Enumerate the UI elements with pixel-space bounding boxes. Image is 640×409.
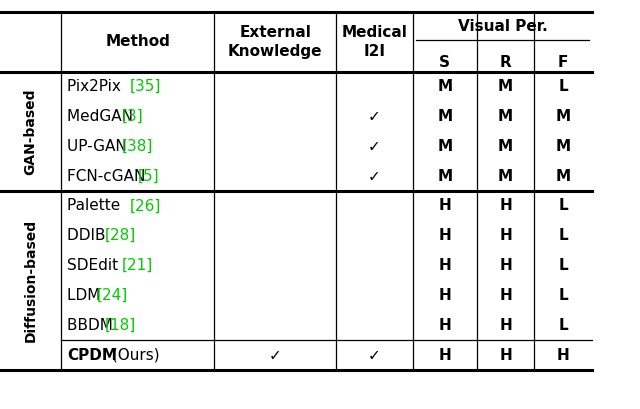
- Text: [18]: [18]: [104, 318, 136, 333]
- Text: Diffusion-based: Diffusion-based: [24, 219, 37, 342]
- Text: M: M: [498, 79, 513, 94]
- Text: [24]: [24]: [96, 288, 127, 303]
- Text: (Ours): (Ours): [107, 348, 160, 363]
- Text: M: M: [556, 169, 571, 184]
- Text: L: L: [558, 228, 568, 243]
- Text: L: L: [558, 318, 568, 333]
- Text: [5]: [5]: [138, 169, 159, 184]
- Text: [26]: [26]: [129, 198, 161, 213]
- Text: LDM: LDM: [67, 288, 106, 303]
- Text: Palette: Palette: [67, 198, 125, 213]
- Text: ✓: ✓: [368, 348, 381, 363]
- Text: CPDM: CPDM: [67, 348, 117, 363]
- Text: [38]: [38]: [122, 139, 153, 154]
- Text: L: L: [558, 258, 568, 273]
- Text: DDIB: DDIB: [67, 228, 111, 243]
- Text: H: H: [438, 228, 451, 243]
- Text: [35]: [35]: [129, 79, 161, 94]
- Text: F: F: [558, 55, 568, 70]
- Text: H: H: [557, 348, 570, 363]
- Text: H: H: [499, 228, 512, 243]
- Text: BBDM: BBDM: [67, 318, 118, 333]
- Text: SDEdit: SDEdit: [67, 258, 123, 273]
- Text: ✓: ✓: [368, 139, 381, 154]
- Text: H: H: [438, 288, 451, 303]
- Text: H: H: [499, 288, 512, 303]
- Text: UP-GAN: UP-GAN: [67, 139, 132, 154]
- Text: M: M: [437, 109, 452, 124]
- Text: M: M: [437, 79, 452, 94]
- Text: R: R: [500, 55, 511, 70]
- Text: GAN-based: GAN-based: [24, 88, 37, 175]
- Text: L: L: [558, 79, 568, 94]
- Text: Pix2Pix: Pix2Pix: [67, 79, 126, 94]
- Text: S: S: [439, 55, 451, 70]
- Text: H: H: [438, 348, 451, 363]
- Text: L: L: [558, 288, 568, 303]
- Text: M: M: [437, 169, 452, 184]
- Text: MedGAN: MedGAN: [67, 109, 138, 124]
- Text: H: H: [438, 258, 451, 273]
- Text: H: H: [438, 318, 451, 333]
- Text: M: M: [437, 139, 452, 154]
- Text: M: M: [498, 139, 513, 154]
- Text: External
Knowledge: External Knowledge: [228, 25, 323, 59]
- Text: M: M: [556, 139, 571, 154]
- Text: M: M: [498, 109, 513, 124]
- Text: H: H: [499, 348, 512, 363]
- Text: Medical
I2I: Medical I2I: [342, 25, 407, 59]
- Text: Visual Per.: Visual Per.: [458, 19, 547, 34]
- Text: ✓: ✓: [368, 109, 381, 124]
- Text: FCN-cGAN: FCN-cGAN: [67, 169, 150, 184]
- Text: ✓: ✓: [368, 169, 381, 184]
- Text: [28]: [28]: [104, 228, 136, 243]
- Text: M: M: [556, 109, 571, 124]
- Text: Method: Method: [105, 34, 170, 49]
- Text: [3]: [3]: [122, 109, 143, 124]
- Text: M: M: [498, 169, 513, 184]
- Text: H: H: [499, 318, 512, 333]
- Text: H: H: [499, 198, 512, 213]
- Text: L: L: [558, 198, 568, 213]
- Text: H: H: [438, 198, 451, 213]
- Text: H: H: [499, 258, 512, 273]
- Text: ✓: ✓: [269, 348, 282, 363]
- Text: [21]: [21]: [122, 258, 152, 273]
